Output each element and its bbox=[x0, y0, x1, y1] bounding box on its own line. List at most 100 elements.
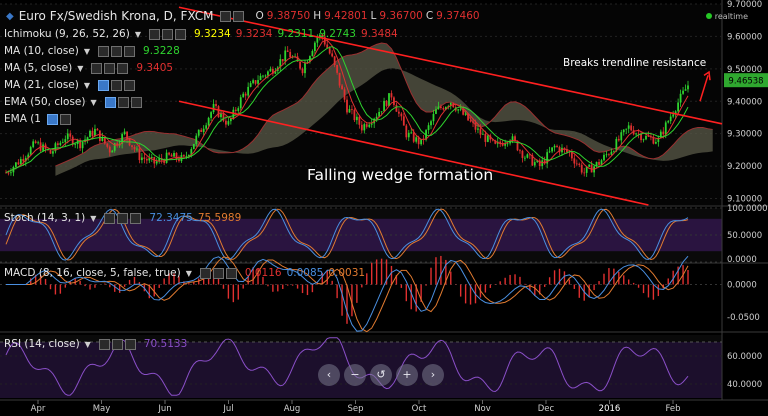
stoch-controls[interactable] bbox=[104, 212, 142, 224]
candle-body bbox=[5, 172, 7, 174]
ichimoku-span-a bbox=[55, 42, 713, 167]
macd-controls[interactable] bbox=[199, 267, 237, 279]
candle-body bbox=[220, 113, 222, 118]
candle-body bbox=[536, 160, 539, 163]
candle-body bbox=[237, 108, 240, 111]
breaks-annotation: Breaks trendline resistance bbox=[563, 57, 706, 69]
close-label: C bbox=[425, 10, 434, 22]
price-tick-label: 9.50000 bbox=[727, 65, 762, 75]
chevron-down-icon[interactable]: ▼ bbox=[77, 63, 84, 73]
candle-body bbox=[61, 142, 64, 143]
ema50-controls[interactable] bbox=[104, 96, 142, 108]
open-label: O bbox=[255, 10, 264, 22]
candle-body bbox=[32, 141, 35, 148]
price-tick-label: 9.70000 bbox=[727, 0, 762, 10]
ichimoku-controls[interactable] bbox=[148, 28, 186, 40]
zoom-out-button[interactable]: − bbox=[344, 364, 366, 386]
candle-body bbox=[64, 139, 67, 143]
candle-body bbox=[133, 146, 136, 150]
candle-body bbox=[578, 163, 581, 165]
candle-body bbox=[158, 158, 161, 162]
rsi-controls[interactable] bbox=[98, 338, 136, 350]
candle-body bbox=[637, 133, 640, 135]
chevron-down-icon[interactable]: ▼ bbox=[134, 29, 141, 39]
candle-body bbox=[499, 141, 502, 144]
stoch-label: Stoch (14, 3, 1) bbox=[4, 212, 86, 224]
candle-body bbox=[56, 143, 59, 146]
chevron-down-icon[interactable]: ▼ bbox=[84, 339, 91, 349]
breakout-arrow-shaft bbox=[699, 75, 709, 102]
candle-body bbox=[106, 143, 109, 147]
ema-legend[interactable]: EMA (1 bbox=[4, 113, 74, 125]
candle-body bbox=[336, 64, 339, 73]
candle-body bbox=[346, 99, 348, 113]
candle-body bbox=[116, 143, 119, 146]
candle-body bbox=[242, 93, 245, 98]
candle-body bbox=[400, 113, 403, 117]
candle-body bbox=[442, 108, 445, 110]
zoom-toolbar: ‹ − ↺ + › bbox=[318, 364, 444, 386]
candle-body bbox=[165, 152, 168, 163]
ma5-controls[interactable] bbox=[91, 62, 129, 74]
price-tick-label: 9.60000 bbox=[727, 32, 762, 42]
candle-body bbox=[439, 106, 442, 109]
chevron-down-icon[interactable]: ▼ bbox=[83, 80, 91, 90]
candle-body bbox=[259, 75, 262, 81]
stoch-legend[interactable]: Stoch (14, 3, 1) ▼ 72.3475 75.5989 bbox=[4, 212, 241, 224]
candle-body bbox=[365, 124, 368, 127]
candle-body bbox=[187, 155, 190, 157]
zoom-in-button[interactable]: + bbox=[396, 364, 418, 386]
candle-body bbox=[328, 48, 331, 54]
rsi-legend[interactable]: RSI (14, close) ▼ 70.5133 bbox=[4, 338, 187, 350]
chevron-down-icon[interactable]: ▼ bbox=[185, 268, 192, 278]
candle-body bbox=[316, 36, 319, 43]
stoch-d-value: 75.5989 bbox=[197, 212, 242, 224]
candle-body bbox=[71, 136, 74, 145]
macd-legend[interactable]: MACD (8, 16, close, 5, false, true) ▼ 0.… bbox=[4, 267, 365, 279]
candle-body bbox=[247, 86, 250, 96]
reset-button[interactable]: ↺ bbox=[370, 364, 392, 386]
ma10-legend[interactable]: MA (10, close) ▼ 9.3228 bbox=[4, 45, 180, 57]
candle-body bbox=[519, 150, 521, 152]
candle-body bbox=[249, 83, 252, 87]
symbol-settings-icons[interactable] bbox=[219, 10, 244, 22]
ema-controls[interactable] bbox=[47, 113, 71, 125]
candle-body bbox=[531, 155, 534, 166]
x-axis-label: Dec bbox=[538, 404, 555, 414]
ichimoku-value-1: 9.3234 bbox=[235, 28, 273, 40]
ema50-legend[interactable]: EMA (50, close) ▼ bbox=[4, 96, 145, 108]
candle-body bbox=[173, 152, 175, 157]
lower-trendline bbox=[178, 100, 649, 206]
price-tick-label: 9.40000 bbox=[727, 97, 762, 107]
candle-body bbox=[610, 151, 613, 155]
ma21-controls[interactable] bbox=[98, 79, 136, 91]
ma10-controls[interactable] bbox=[98, 45, 136, 57]
chevron-down-icon[interactable]: ▼ bbox=[90, 213, 97, 223]
chevron-down-icon[interactable]: ▼ bbox=[90, 97, 97, 107]
candle-body bbox=[622, 129, 625, 133]
candle-body bbox=[585, 166, 588, 173]
chevron-down-icon[interactable]: ▼ bbox=[83, 46, 91, 56]
candle-body bbox=[318, 34, 321, 37]
candle-body bbox=[486, 135, 489, 142]
ma21-legend[interactable]: MA (21, close) ▼ bbox=[4, 79, 138, 91]
candle-body bbox=[150, 157, 153, 158]
candle-body bbox=[170, 154, 173, 157]
symbol-dropdown-icon[interactable]: ◆ bbox=[6, 10, 14, 22]
candle-body bbox=[360, 124, 363, 131]
candle-body bbox=[385, 100, 388, 106]
candle-body bbox=[524, 157, 526, 159]
ma5-legend[interactable]: MA (5, close) ▼ 9.3405 bbox=[4, 62, 173, 74]
scroll-left-button[interactable]: ‹ bbox=[318, 364, 340, 386]
candle-body bbox=[390, 93, 393, 98]
candle-body bbox=[306, 62, 309, 64]
candle-body bbox=[662, 131, 665, 135]
macd-tick-label: 0.0000 bbox=[727, 281, 757, 291]
candle-body bbox=[108, 146, 111, 153]
candle-body bbox=[304, 63, 306, 74]
x-axis-label: 2016 bbox=[599, 404, 621, 414]
ichimoku-legend[interactable]: Ichimoku (9, 26, 52, 26) ▼ 9.3234 9.3234… bbox=[4, 28, 398, 40]
candle-body bbox=[363, 124, 366, 131]
macd-signal-line bbox=[6, 256, 689, 333]
scroll-right-button[interactable]: › bbox=[422, 364, 444, 386]
